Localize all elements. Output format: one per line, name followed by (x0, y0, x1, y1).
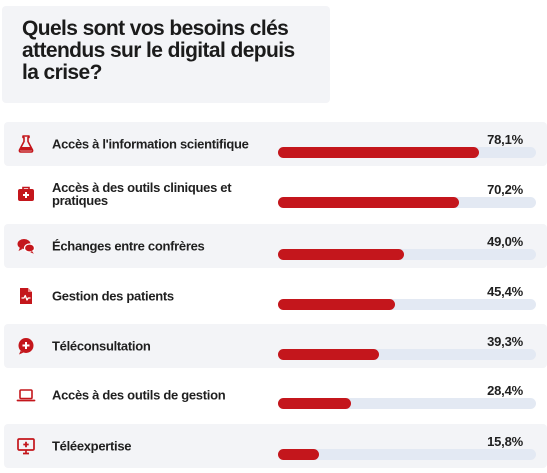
title-card: Quels sont vos besoins clés attendus sur… (2, 6, 330, 103)
value-label: 15,8% (487, 434, 523, 449)
category-label: Téléexpertise (52, 438, 132, 454)
bar (278, 299, 396, 310)
bar-row: Téléconsultation 39,3% (4, 324, 547, 368)
bar-track (278, 299, 536, 310)
laptop-icon (16, 385, 36, 405)
bar (278, 398, 352, 409)
category-label: Échanges entre confrères (52, 238, 205, 254)
value-label: 28,4% (487, 383, 523, 398)
monitor-cross-icon (16, 436, 36, 456)
bar-row: Téléexpertise 15,8% (4, 424, 547, 468)
category-label: Accès à l'information scientifique (52, 136, 249, 152)
flask-icon (16, 134, 36, 154)
bar (278, 147, 480, 158)
bar-row: Gestion des patients 45,4% (4, 274, 547, 318)
bar (278, 197, 460, 208)
bar-track (278, 449, 536, 460)
bar-track (278, 197, 536, 208)
patient-file-icon (16, 286, 36, 306)
bar-row: Échanges entre confrères 49,0% (4, 224, 547, 268)
category-label: Accès à des outils de gestion (52, 387, 226, 403)
bar (278, 349, 380, 360)
value-label: 78,1% (487, 132, 523, 147)
value-label: 39,3% (487, 334, 523, 349)
bar-track (278, 147, 536, 158)
medical-kit-icon (16, 184, 36, 204)
bar-row: Accès à des outils de gestion 28,4% (4, 373, 547, 417)
category-label: Gestion des patients (52, 288, 174, 304)
bar-track (278, 249, 536, 260)
category-label: Accès à des outils cliniques et pratique… (52, 180, 232, 208)
value-label: 49,0% (487, 234, 523, 249)
bar-track (278, 349, 536, 360)
chat-bubbles-icon (16, 236, 36, 256)
bar-track (278, 398, 536, 409)
value-label: 70,2% (487, 182, 523, 197)
bar-row: Accès à l'information scientifique 78,1% (4, 122, 547, 166)
value-label: 45,4% (487, 284, 523, 299)
bar-row: Accès à des outils cliniques et pratique… (4, 172, 547, 216)
bar (278, 449, 319, 460)
chart-title: Quels sont vos besoins clés attendus sur… (22, 17, 295, 84)
bar (278, 249, 405, 260)
category-label: Téléconsultation (52, 338, 151, 354)
medical-chat-icon (16, 336, 36, 356)
